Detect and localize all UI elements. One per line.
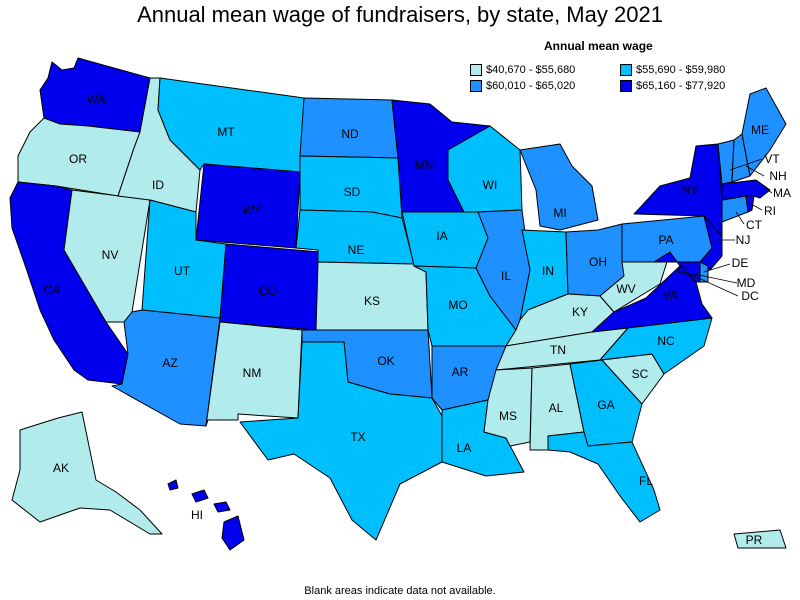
label-ga: GA — [597, 398, 614, 412]
label-pr: PR — [746, 533, 763, 547]
state-ri[interactable] — [745, 195, 755, 213]
label-nj: NJ — [736, 233, 751, 247]
state-me[interactable] — [741, 87, 787, 177]
label-ut: UT — [174, 264, 191, 278]
label-or: OR — [69, 152, 87, 166]
leader-ri — [750, 203, 763, 211]
label-wv: WV — [616, 282, 635, 296]
label-ar: AR — [452, 365, 469, 379]
state-dc[interactable] — [677, 265, 687, 275]
legend-item-3: $60,010 - $65,020 — [470, 80, 575, 92]
label-mt: MT — [217, 125, 235, 139]
leader-de — [703, 263, 731, 273]
label-md: MD — [737, 276, 756, 290]
label-ne: NE — [348, 243, 365, 257]
label-ms: MS — [499, 409, 517, 423]
label-ma: MA — [773, 186, 791, 200]
legend-label-2: $55,690 - $59,980 — [636, 64, 726, 76]
label-ri: RI — [764, 204, 776, 218]
label-me: ME — [751, 123, 769, 137]
leader-ct — [735, 211, 745, 225]
label-nm: NM — [243, 366, 262, 380]
legend-item-2: $55,690 - $59,980 — [620, 64, 725, 76]
label-va: VA — [662, 288, 677, 302]
label-ok: OK — [377, 354, 394, 368]
label-de: DE — [732, 256, 749, 270]
label-ny: NY — [682, 183, 699, 197]
state-mi[interactable] — [519, 143, 599, 231]
legend-title: Annual mean wage — [544, 39, 653, 53]
label-ca: CA — [44, 283, 61, 297]
state-ct[interactable] — [721, 195, 749, 223]
legend-label-1: $40,670 - $55,680 — [486, 64, 576, 76]
state-tx[interactable] — [239, 341, 443, 541]
label-ks: KS — [364, 294, 380, 308]
state-md[interactable] — [653, 251, 701, 283]
label-ct: CT — [746, 218, 763, 232]
label-wi: WI — [483, 178, 498, 192]
label-mo: MO — [448, 298, 467, 312]
legend-swatch-3 — [470, 80, 482, 92]
footer-note: Blank areas indicate data not available. — [304, 585, 496, 597]
label-wa: WA — [87, 92, 106, 106]
label-tx: TX — [350, 430, 365, 444]
label-wy: WY — [242, 203, 261, 217]
label-oh: OH — [589, 255, 607, 269]
label-vt: VT — [764, 152, 780, 166]
legend-item-1: $40,670 - $55,680 — [470, 64, 575, 76]
label-az: AZ — [162, 356, 177, 370]
leader-md — [693, 273, 738, 284]
label-mi: MI — [553, 206, 566, 220]
state-ak[interactable] — [11, 411, 163, 535]
label-ia: IA — [436, 229, 447, 243]
label-il: IL — [501, 269, 511, 283]
leader-nh — [745, 165, 765, 177]
legend-swatch-2 — [620, 64, 632, 76]
label-co: CO — [259, 284, 277, 298]
label-ky: KY — [572, 305, 588, 319]
label-sc: SC — [632, 367, 649, 381]
legend: $40,670 - $55,680 $55,690 - $59,980 $60,… — [470, 64, 790, 94]
state-ma[interactable] — [721, 179, 771, 201]
label-sd: SD — [344, 185, 361, 199]
label-al: AL — [549, 401, 564, 415]
label-nv: NV — [102, 248, 119, 262]
state-labels: WA OR CA NV ID MT WY UT AZ CO NM ND SD N… — [44, 92, 791, 547]
label-nc: NC — [657, 334, 675, 348]
state-fl[interactable] — [547, 431, 661, 523]
label-ak: AK — [53, 461, 69, 475]
legend-label-3: $60,010 - $65,020 — [486, 80, 576, 92]
label-la: LA — [457, 441, 472, 455]
map-title: Annual mean wage of fundraisers, by stat… — [137, 2, 663, 27]
legend-label-4: $65,160 - $77,920 — [636, 80, 726, 92]
label-id: ID — [152, 178, 164, 192]
label-pa: PA — [658, 233, 673, 247]
state-nm[interactable] — [205, 321, 303, 427]
leader-dc — [682, 270, 739, 297]
label-nh: NH — [769, 169, 786, 183]
state-pr[interactable] — [733, 529, 787, 549]
label-nd: ND — [341, 127, 359, 141]
legend-item-4: $65,160 - $77,920 — [620, 80, 725, 92]
label-tn: TN — [550, 343, 566, 357]
leader-ma — [764, 187, 773, 194]
legend-swatch-1 — [470, 64, 482, 76]
label-mn: MN — [415, 158, 434, 172]
legend-swatch-4 — [620, 80, 632, 92]
leader-vt — [729, 158, 763, 171]
label-hi: HI — [191, 508, 203, 522]
state-hi[interactable] — [167, 479, 245, 551]
label-in: IN — [542, 264, 554, 278]
label-fl: FL — [639, 474, 653, 488]
label-dc: DC — [741, 289, 759, 303]
